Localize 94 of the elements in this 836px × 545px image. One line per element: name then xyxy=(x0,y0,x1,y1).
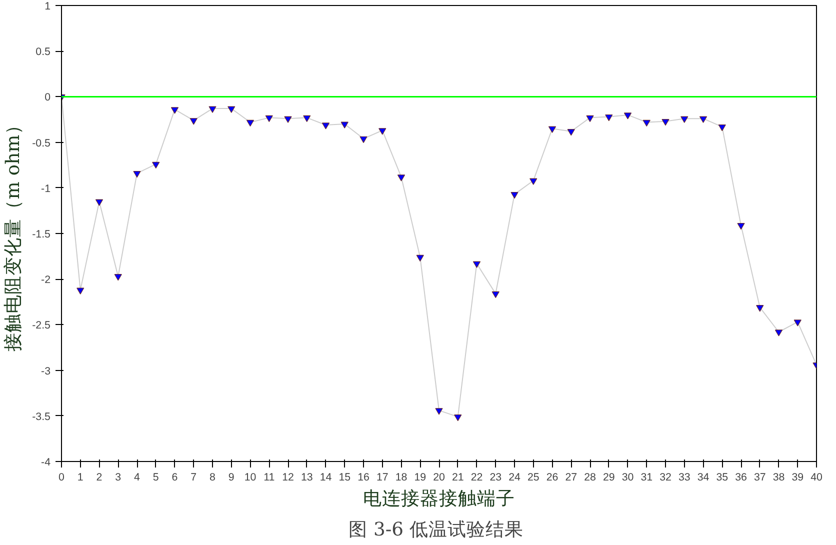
x-tick-label: 4 xyxy=(134,472,140,484)
x-tick-label: 15 xyxy=(338,472,351,484)
x-tick-label: 33 xyxy=(678,472,690,484)
x-tick-label: 10 xyxy=(244,472,256,484)
x-tick-label: 17 xyxy=(376,472,388,484)
x-tick-label: 32 xyxy=(660,472,672,484)
point xyxy=(284,116,292,123)
y-tick-label: -1 xyxy=(41,182,51,195)
y-tick-label: 0 xyxy=(44,92,51,104)
y-tick-label: -1.5 xyxy=(32,228,51,240)
point xyxy=(567,129,575,136)
point xyxy=(642,120,650,127)
point xyxy=(208,106,216,113)
x-tick-label: 38 xyxy=(772,472,785,484)
x-tick-label: 5 xyxy=(152,472,159,484)
point xyxy=(228,106,236,113)
point xyxy=(265,115,273,122)
y-tick-label: -2 xyxy=(41,274,51,286)
point xyxy=(170,107,179,114)
x-tick-label: 39 xyxy=(792,472,804,484)
x-tick-label: 37 xyxy=(754,472,766,484)
point xyxy=(756,305,764,312)
x-tick-label: 31 xyxy=(640,472,653,484)
point xyxy=(360,136,368,143)
x-tick-label: 27 xyxy=(565,472,578,484)
point xyxy=(114,274,122,281)
point xyxy=(340,122,348,128)
x-tick-label: 28 xyxy=(584,472,596,484)
point xyxy=(510,192,518,199)
x-tick-label: 22 xyxy=(470,472,483,484)
point xyxy=(95,199,104,206)
point xyxy=(699,116,708,123)
y-tick-label: -0.5 xyxy=(32,137,51,150)
x-tick-label: 34 xyxy=(697,472,710,484)
x-tick-label: 9 xyxy=(228,472,234,484)
point xyxy=(548,126,556,133)
point xyxy=(303,115,311,122)
x-tick-label: 2 xyxy=(96,472,102,484)
point xyxy=(662,119,670,126)
x-tick-label: 35 xyxy=(716,472,728,484)
point xyxy=(718,124,726,132)
x-tick-label: 26 xyxy=(546,472,558,484)
x-tick-label: 36 xyxy=(735,472,747,484)
point xyxy=(680,116,688,123)
y-tick-label: -4 xyxy=(41,456,51,468)
x-tick-label: 1 xyxy=(77,472,84,484)
x-tick-label: 12 xyxy=(282,472,294,484)
point xyxy=(454,414,462,422)
y-tick-label: -3 xyxy=(41,365,51,378)
x-tick-label: 30 xyxy=(622,472,634,484)
point xyxy=(416,254,424,262)
point xyxy=(397,174,406,182)
point xyxy=(152,162,160,169)
y-tick-label: 1 xyxy=(44,0,51,12)
x-tick-label: 23 xyxy=(490,472,502,484)
x-tick-label: 16 xyxy=(358,472,370,484)
point xyxy=(246,120,254,127)
y-tick-label: -2.5 xyxy=(32,320,51,332)
point xyxy=(435,408,443,415)
x-tick-label: 40 xyxy=(810,472,822,484)
point xyxy=(794,320,802,326)
x-tick-label: 14 xyxy=(320,472,332,484)
point xyxy=(378,128,386,135)
x-tick-label: 24 xyxy=(508,472,520,484)
point xyxy=(190,118,198,125)
x-tick-label: 11 xyxy=(264,472,275,484)
x-tick-label: 13 xyxy=(300,472,313,484)
x-tick-label: 0 xyxy=(58,472,65,484)
x-tick-label: 6 xyxy=(172,472,178,484)
x-tick-label: 20 xyxy=(433,472,445,484)
point xyxy=(76,288,84,294)
point xyxy=(472,261,481,268)
x-axis-title: 电连接器接触端子 xyxy=(363,488,515,510)
point xyxy=(624,112,632,120)
y-tick-label: 0.5 xyxy=(36,46,51,58)
x-tick-label: 7 xyxy=(190,472,197,484)
x-tick-label: 21 xyxy=(452,472,464,484)
point xyxy=(133,170,141,178)
point xyxy=(492,291,500,298)
point xyxy=(737,222,745,230)
x-tick-label: 3 xyxy=(115,472,122,484)
caption: 图 3-6 低温试验结果 xyxy=(348,520,524,540)
y-axis-title: 接触电阻变化量（m ohm） xyxy=(2,116,24,352)
y-tick-label: -3.5 xyxy=(32,410,51,423)
x-tick-label: 25 xyxy=(527,472,540,484)
point xyxy=(322,122,330,130)
point xyxy=(774,330,783,336)
point xyxy=(586,115,594,122)
point xyxy=(530,178,538,185)
point xyxy=(605,114,613,122)
x-tick-label: 18 xyxy=(395,472,408,484)
x-tick-label: 8 xyxy=(210,472,216,484)
x-tick-label: 19 xyxy=(414,472,426,484)
x-tick-label: 29 xyxy=(602,472,615,484)
